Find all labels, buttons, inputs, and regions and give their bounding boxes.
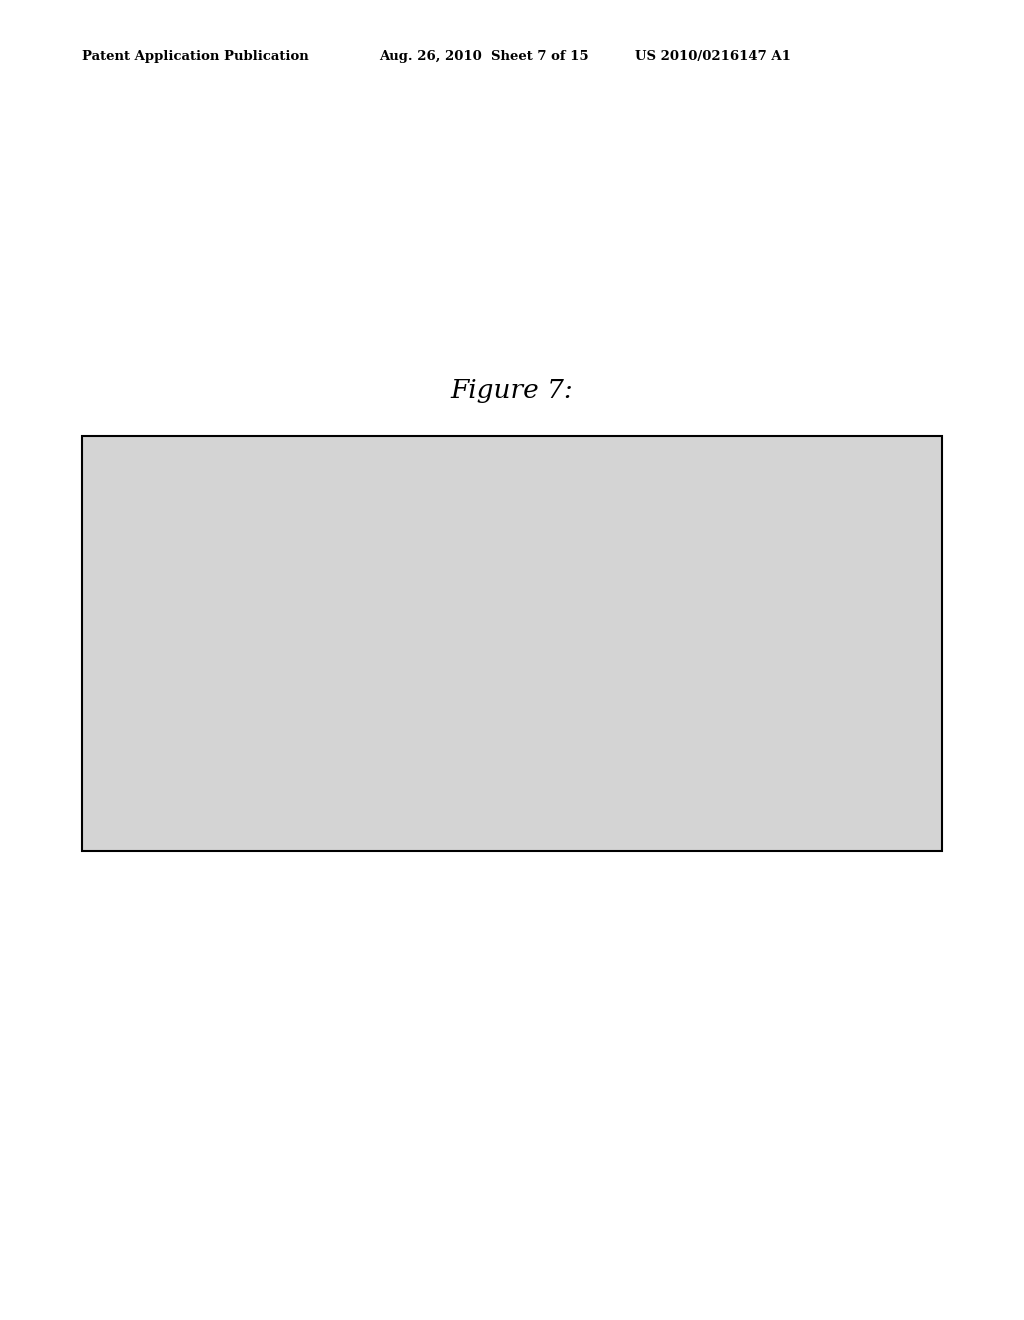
X-axis label: Input (EBs): Input (EBs) — [429, 828, 513, 843]
Text: Figure 7:: Figure 7: — [451, 378, 573, 403]
Bar — [206, 624, 305, 799]
Text: Aug. 26, 2010  Sheet 7 of 15: Aug. 26, 2010 Sheet 7 of 15 — [379, 50, 589, 63]
Bar — [538, 569, 637, 799]
Legend: 15 min, 30 min: 15 min, 30 min — [787, 610, 876, 664]
Title: Lysis Duration with CT EBs: Lysis Duration with CT EBs — [347, 447, 595, 466]
Bar — [305, 663, 404, 799]
Text: Patent Application Publication: Patent Application Publication — [82, 50, 308, 63]
Bar — [637, 627, 736, 799]
Text: US 2010/0216147 A1: US 2010/0216147 A1 — [635, 50, 791, 63]
Y-axis label: S/N: S/N — [118, 624, 133, 649]
